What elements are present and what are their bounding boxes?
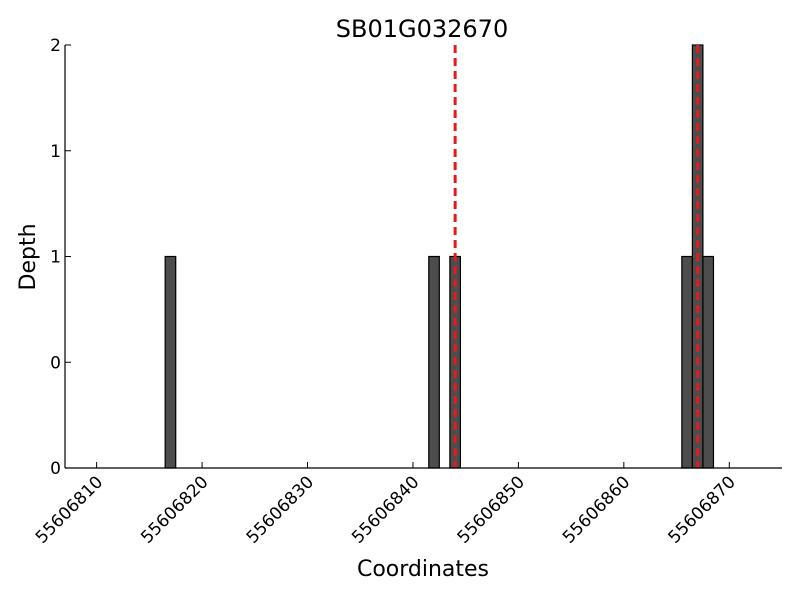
bar-5 <box>702 255 715 469</box>
y-tick-label-3: 1 <box>50 142 61 162</box>
bar-1 <box>428 255 440 469</box>
x-tick-label-6: 55606870 <box>664 472 739 547</box>
chart-title: SB01G032670 <box>336 15 508 43</box>
y-ticks: 0 0 1 1 2 <box>50 36 71 479</box>
y-axis-title: Depth <box>16 223 41 290</box>
x-tick-label-1: 55606820 <box>137 472 212 547</box>
x-ticks: 55606810 55606820 55606830 55606840 55606850… <box>32 462 740 548</box>
bars-layer <box>164 44 715 469</box>
y-tick-label-1: 0 <box>50 353 61 373</box>
bar-0 <box>164 255 177 469</box>
y-tick-label-0: 0 <box>50 459 61 479</box>
x-tick-label-3: 55606840 <box>348 472 423 547</box>
x-axis-title: Coordinates <box>357 557 489 582</box>
y-tick-label-4: 2 <box>50 36 61 56</box>
marker-lines-layer <box>453 45 700 468</box>
bar-3 <box>681 255 693 469</box>
x-tick-label-4: 55606850 <box>454 472 529 547</box>
x-tick-label-2: 55606830 <box>243 472 318 547</box>
y-tick-label-2: 1 <box>50 248 61 268</box>
x-tick-label-0: 55606810 <box>32 472 107 547</box>
x-tick-label-5: 55606860 <box>559 472 634 547</box>
